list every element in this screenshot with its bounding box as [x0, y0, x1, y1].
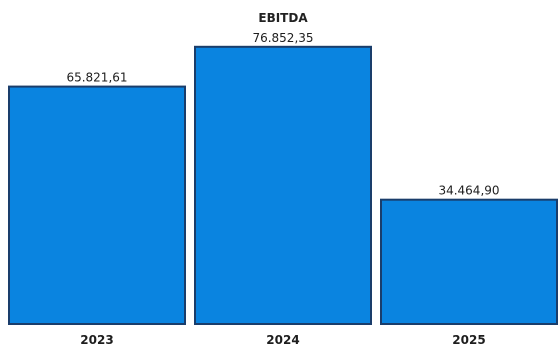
data-label-2023: 65.821,61 [66, 71, 127, 85]
x-tick-label-2025: 2025 [452, 333, 485, 347]
x-tick-label-2024: 2024 [266, 333, 299, 347]
x-tick-label-2023: 2023 [80, 333, 113, 347]
data-labels-group: 65.821,61 76.852,35 34.464,90 [66, 31, 499, 198]
bar-2024 [194, 45, 372, 325]
data-label-2025: 34.464,90 [438, 184, 499, 198]
bars-group [8, 45, 558, 326]
x-tick-labels-group: 2023 2024 2025 [80, 333, 485, 347]
chart-title: EBITDA [258, 11, 308, 25]
bar-2023 [8, 85, 186, 326]
data-label-2024: 76.852,35 [252, 31, 313, 45]
bar-2025 [380, 198, 558, 326]
